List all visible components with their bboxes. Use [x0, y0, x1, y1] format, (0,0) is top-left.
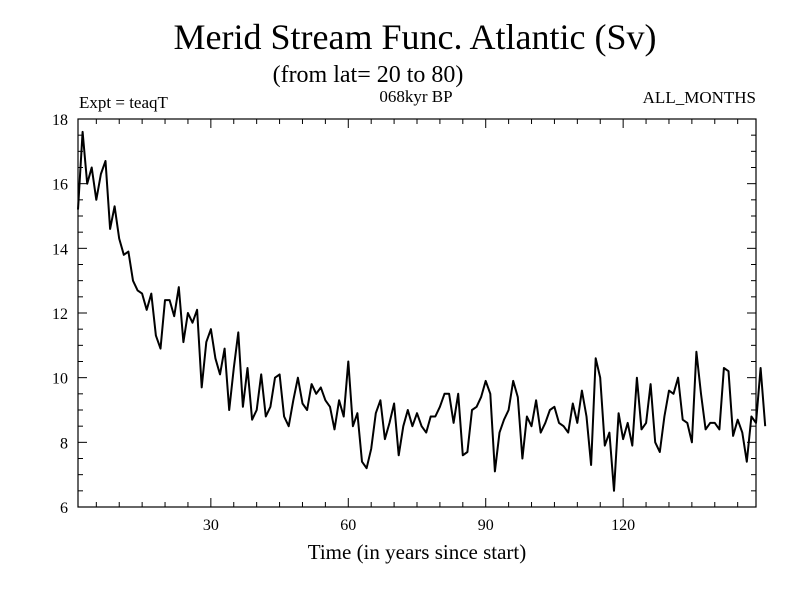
x-axis-label: Time (in years since start)	[308, 540, 527, 564]
x-tick-label: 60	[340, 517, 356, 534]
y-tick-label: 18	[52, 112, 68, 129]
y-tick-label: 6	[60, 500, 68, 517]
experiment-label: Expt = teaqT	[79, 93, 169, 112]
axis-tick-labels: 30 60 90 120 6 8 10 12 14 16 18	[52, 112, 635, 534]
x-tick-label: 90	[478, 517, 494, 534]
y-tick-label: 16	[52, 177, 68, 194]
chart-subtitle: (from lat= 20 to 80)	[273, 62, 464, 88]
period-label: 068kyr BP	[379, 87, 452, 106]
axis-ticks	[78, 118, 756, 508]
plot-frame	[77, 118, 757, 508]
y-tick-label: 12	[52, 306, 68, 323]
x-tick-label: 30	[203, 517, 219, 534]
data-series-line	[77, 130, 767, 492]
x-tick-label: 120	[611, 517, 635, 534]
y-tick-label: 8	[60, 435, 68, 452]
months-label: ALL_MONTHS	[643, 88, 756, 107]
chart-title: Merid Stream Func. Atlantic (Sv)	[174, 17, 657, 57]
y-tick-label: 10	[52, 371, 68, 388]
y-tick-label: 14	[52, 241, 68, 258]
